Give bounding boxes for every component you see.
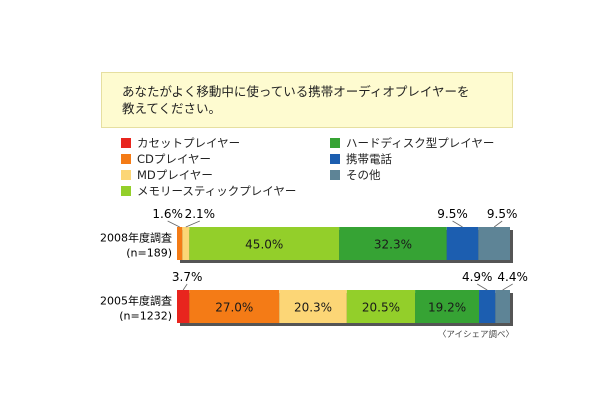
- bar-segment: [446, 227, 479, 260]
- callout-line: [185, 220, 200, 228]
- legend-label: CDプレイヤー: [137, 152, 212, 166]
- callout-line: [167, 220, 180, 228]
- bar-segment: [182, 227, 190, 260]
- legend-label: MDプレイヤー: [137, 168, 213, 182]
- legend-swatch: [330, 170, 340, 180]
- data-label: 32.3%: [374, 238, 412, 252]
- category-sample-size: (n=189): [126, 247, 172, 260]
- callout-line: [493, 220, 503, 228]
- bar-segment: [177, 290, 190, 323]
- data-label: 4.4%: [497, 270, 528, 284]
- legend-item: その他: [330, 167, 381, 183]
- data-label: 45.0%: [245, 238, 283, 252]
- callout-line: [502, 283, 513, 291]
- data-label: 20.5%: [362, 301, 400, 315]
- legend-swatch: [330, 154, 340, 164]
- bar-segment: [189, 290, 280, 323]
- data-label: 20.3%: [294, 301, 332, 315]
- bar-segment: [478, 227, 510, 260]
- data-label: 4.9%: [462, 270, 493, 284]
- data-label: 27.0%: [215, 301, 253, 315]
- callout-line: [452, 220, 463, 228]
- legend-item: MDプレイヤー: [121, 167, 213, 183]
- legend-item: ハードディスク型プレイヤー: [330, 135, 494, 151]
- category-label: 2005年度調査: [100, 294, 172, 308]
- legend-label: その他: [346, 168, 381, 182]
- legend-swatch: [121, 186, 131, 196]
- legend-label: カセットプレイヤー: [137, 136, 241, 150]
- callout-line: [476, 283, 488, 291]
- legend-label: 携帯電話: [346, 152, 392, 166]
- legend-item: 携帯電話: [330, 151, 392, 167]
- legend-label: メモリースティックプレイヤー: [137, 184, 297, 198]
- data-label: 9.5%: [437, 207, 468, 221]
- source-note: 〈アイシェア調べ〉: [437, 330, 514, 340]
- bar-segment: [415, 290, 480, 323]
- bar-segment: [177, 227, 183, 260]
- question-line-2: 教えてください。: [122, 101, 222, 116]
- legend-item: CDプレイヤー: [121, 151, 211, 167]
- legend-item: カセットプレイヤー: [121, 135, 240, 151]
- bar-segment: [339, 227, 447, 260]
- bar-segment: [279, 290, 347, 323]
- data-label: 1.6%: [152, 207, 183, 221]
- legend-swatch: [121, 154, 131, 164]
- data-label: 9.5%: [487, 207, 518, 221]
- category-label: 2008年度調査: [100, 231, 172, 245]
- category-sample-size: (n=1232): [119, 310, 172, 323]
- data-label: 3.7%: [172, 270, 203, 284]
- bar-segment: [346, 290, 416, 323]
- callout-line: [182, 283, 188, 291]
- legend: カセットプレイヤー CDプレイヤー MDプレイヤーメモリースティックプレイヤー ハード…: [121, 135, 521, 201]
- data-label: 2.1%: [185, 207, 216, 221]
- bar-segment: [189, 227, 340, 260]
- legend-swatch: [121, 170, 131, 180]
- question-line-1: あなたがよく移動中に使っている携帯オーディオプレイヤーを: [122, 84, 470, 99]
- bar-segment: [495, 290, 510, 323]
- bar-segment: [479, 290, 496, 323]
- legend-swatch: [330, 138, 340, 148]
- legend-swatch: [121, 138, 131, 148]
- data-label: 19.2%: [428, 301, 466, 315]
- legend-item: メモリースティックプレイヤー: [121, 183, 296, 199]
- question-box: あなたがよく移動中に使っている携帯オーディオプレイヤーを 教えてください。: [101, 72, 513, 128]
- legend-label: ハードディスク型プレイヤー: [346, 136, 495, 150]
